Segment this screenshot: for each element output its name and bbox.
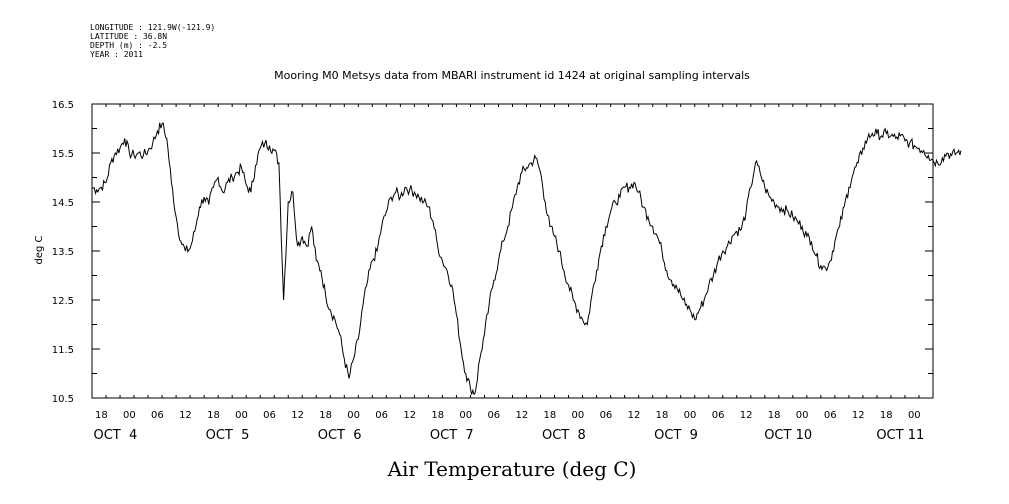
x-tick-label: 18	[880, 410, 893, 421]
y-tick-label: 11.5	[52, 345, 74, 356]
y-tick-label: 14.5	[52, 198, 74, 209]
x-tick-label: 18	[319, 410, 332, 421]
series-line-air-temperature	[91, 122, 962, 396]
latitude-label: LATITUDE : 36.8N	[90, 32, 167, 41]
x-tick-label: 06	[375, 410, 388, 421]
x-tick-label: 12	[403, 410, 416, 421]
x-tick-label: 18	[431, 410, 444, 421]
day-label: OCT 6	[318, 428, 362, 443]
x-axis-label: Air Temperature (deg C)	[387, 457, 637, 481]
day-label: OCT 7	[430, 428, 474, 443]
plot-area: 10.5 11.5 12.5 13.5 14.5 15.5 16.5 18 00 06 12 18 0…	[52, 100, 962, 421]
x-tick-label: 00	[908, 410, 921, 421]
x-tick-label: 12	[179, 410, 192, 421]
x-tick-label: 18	[95, 410, 108, 421]
x-tick-label: 12	[628, 410, 641, 421]
x-tick-label: 18	[544, 410, 557, 421]
x-tick-label: 00	[123, 410, 136, 421]
x-tick-label: 12	[515, 410, 528, 421]
day-label: OCT 11	[876, 428, 924, 443]
x-tick-label: 00	[572, 410, 585, 421]
y-tick-label: 15.5	[52, 149, 74, 160]
day-label: OCT 9	[654, 428, 698, 443]
y-tick-label: 16.5	[52, 100, 74, 111]
plot-frame	[91, 103, 934, 399]
chart-title: Mooring M0 Metsys data from MBARI instru…	[274, 69, 750, 82]
y-tick-label: 12.5	[52, 296, 74, 307]
day-labels: OCT 4 OCT 5 OCT 6 OCT 7 OCT 8 OCT 9 OCT 10 OCT …	[93, 428, 924, 443]
x-tick-label: 00	[684, 410, 697, 421]
day-label: OCT 5	[206, 428, 250, 443]
day-label: OCT 8	[542, 428, 586, 443]
longitude-label: LONGITUDE : 121.9W(-121.9)	[90, 23, 215, 32]
x-tick-label: 18	[768, 410, 781, 421]
y-axis: 10.5 11.5 12.5 13.5 14.5 15.5 16.5	[52, 100, 933, 405]
x-tick-label: 12	[740, 410, 753, 421]
day-label: OCT 4	[93, 428, 137, 443]
year-label: YEAR : 2011	[90, 50, 143, 59]
x-tick-label: 06	[263, 410, 276, 421]
x-tick-label: 06	[712, 410, 725, 421]
x-tick-label: 00	[796, 410, 809, 421]
x-tick-label: 00	[459, 410, 472, 421]
day-label: OCT 10	[764, 428, 812, 443]
x-axis: 18 00 06 12 18 00 06 12 18 00 06 12 18 00 06 12 18 00 06 12…	[91, 104, 934, 421]
x-tick-label: 18	[207, 410, 220, 421]
x-tick-label: 06	[600, 410, 613, 421]
x-tick-label: 12	[291, 410, 304, 421]
x-tick-label: 06	[487, 410, 500, 421]
y-tick-label: 10.5	[52, 394, 74, 405]
y-axis-label: deg C	[34, 235, 45, 264]
x-tick-label: 00	[347, 410, 360, 421]
x-tick-label: 18	[656, 410, 669, 421]
x-tick-label: 06	[824, 410, 837, 421]
x-tick-label: 06	[151, 410, 164, 421]
x-tick-label: 12	[852, 410, 865, 421]
x-tick-label: 00	[235, 410, 248, 421]
y-tick-label: 13.5	[52, 247, 74, 258]
depth-label: DEPTH (m) : -2.5	[90, 41, 167, 50]
